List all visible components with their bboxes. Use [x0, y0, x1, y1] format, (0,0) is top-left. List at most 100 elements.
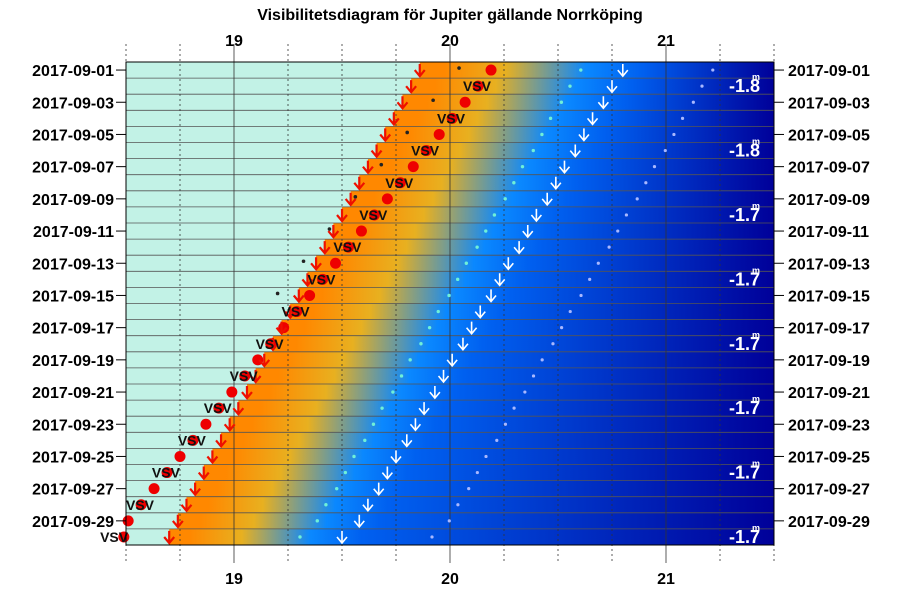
twilight-dot — [427, 325, 432, 330]
twilight-dot — [380, 406, 384, 410]
twilight-night-band — [359, 174, 774, 191]
dusk-arrow — [353, 514, 365, 529]
night-dot — [540, 358, 544, 362]
night-dot — [523, 390, 527, 394]
daylight-band — [126, 255, 317, 272]
direction-label: VSV — [307, 271, 336, 287]
date-label-left: 2017-09-29 — [32, 514, 114, 531]
daylight-band — [126, 287, 299, 304]
sunset-arrow — [206, 450, 219, 465]
dusk-arrow — [437, 369, 450, 384]
twilight-night-band — [238, 400, 774, 417]
night-dot — [551, 342, 555, 346]
jupiter-set-point — [213, 402, 225, 414]
x-tick-label-bottom: 19 — [225, 571, 243, 588]
date-label-left: 2017-09-25 — [32, 449, 114, 466]
daylight-band — [126, 448, 213, 465]
sunset-arrow — [327, 225, 340, 239]
twilight-dot — [363, 438, 367, 443]
jupiter-set-point — [394, 177, 406, 189]
twilight-dot — [315, 519, 319, 523]
date-label-left: 2017-09-21 — [32, 385, 114, 402]
night-dot — [663, 148, 667, 153]
sunset-arrow — [387, 112, 400, 127]
twilight-night-band — [177, 512, 775, 529]
daylight-band — [126, 239, 325, 256]
dusk-arrow — [541, 192, 553, 207]
daylight-band — [126, 110, 394, 127]
jupiter-set-point — [226, 386, 238, 398]
night-dot — [680, 116, 685, 120]
dusk-arrow — [550, 176, 562, 191]
date-label-right: 2017-09-23 — [788, 417, 870, 434]
daylight-band — [126, 367, 256, 384]
date-label-right: 2017-09-21 — [788, 385, 870, 402]
sunset-arrow — [180, 498, 193, 513]
sunset-arrow — [171, 514, 184, 529]
twilight-night-band — [402, 94, 774, 111]
twilight-night-band — [333, 223, 774, 240]
night-dot — [560, 326, 564, 330]
daylight-band — [126, 351, 265, 368]
direction-label: VSV — [256, 336, 285, 352]
twilight-dot — [436, 309, 440, 314]
date-label-right: 2017-09-07 — [788, 160, 870, 177]
twilight-night-band — [255, 367, 775, 384]
night-dot — [579, 293, 583, 298]
star-marker — [379, 162, 384, 167]
jupiter-set-point — [200, 418, 212, 430]
daylight-band — [126, 94, 403, 111]
magnitude-unit: m — [752, 523, 760, 533]
date-label-right: 2017-09-17 — [788, 321, 870, 338]
dusk-arrow — [381, 466, 393, 480]
twilight-dot — [455, 277, 460, 282]
twilight-dot — [464, 261, 469, 265]
sunset-arrow — [405, 80, 417, 94]
x-tick-label-top: 20 — [441, 33, 459, 50]
dusk-arrow — [569, 144, 581, 158]
date-label-left: 2017-09-17 — [32, 321, 114, 338]
jupiter-set-point — [485, 64, 497, 76]
dusk-arrow — [578, 128, 590, 142]
x-tick-label-bottom: 20 — [441, 571, 459, 588]
twilight-night-band — [307, 271, 774, 288]
direction-label: VSV — [152, 465, 181, 481]
night-dot — [531, 374, 536, 378]
magnitude-label: -1.7 — [729, 334, 760, 354]
daylight-band — [126, 319, 282, 336]
dusk-arrow — [457, 337, 469, 352]
direction-label: VSV — [230, 368, 259, 384]
sunset-arrow — [310, 257, 322, 272]
date-label-left: 2017-09-11 — [33, 224, 114, 241]
date-label-left: 2017-09-23 — [32, 417, 114, 434]
jupiter-set-point — [330, 257, 342, 269]
daylight-band — [126, 142, 377, 159]
sunset-arrow — [413, 64, 426, 78]
sunset-arrow — [344, 192, 357, 207]
direction-label: VSV — [178, 432, 207, 448]
jupiter-set-point — [148, 483, 160, 495]
date-label-right: 2017-09-25 — [788, 449, 870, 466]
night-dot — [430, 535, 434, 539]
daylight-band — [126, 223, 334, 240]
daylight-band — [126, 416, 230, 433]
twilight-night-band — [350, 190, 774, 207]
star-marker — [301, 259, 306, 264]
sunset-arrow — [249, 369, 262, 384]
direction-label: VSV — [411, 143, 440, 159]
night-dot — [596, 261, 600, 265]
twilight-dot — [447, 293, 451, 298]
day-rows — [126, 61, 775, 546]
night-dot — [711, 68, 715, 72]
jupiter-set-point — [446, 112, 458, 124]
daylight-band — [126, 126, 386, 143]
twilight-dot — [324, 503, 328, 507]
direction-label: VSV — [100, 529, 129, 545]
sunset-arrow — [241, 386, 253, 400]
daylight-band — [126, 384, 247, 401]
twilight-night-band — [290, 303, 774, 320]
magnitude-unit: m — [752, 330, 760, 340]
sunset-arrow — [258, 353, 271, 368]
magnitude-label: -1.7 — [729, 463, 760, 483]
magnitude-label: -1.7 — [729, 398, 760, 418]
